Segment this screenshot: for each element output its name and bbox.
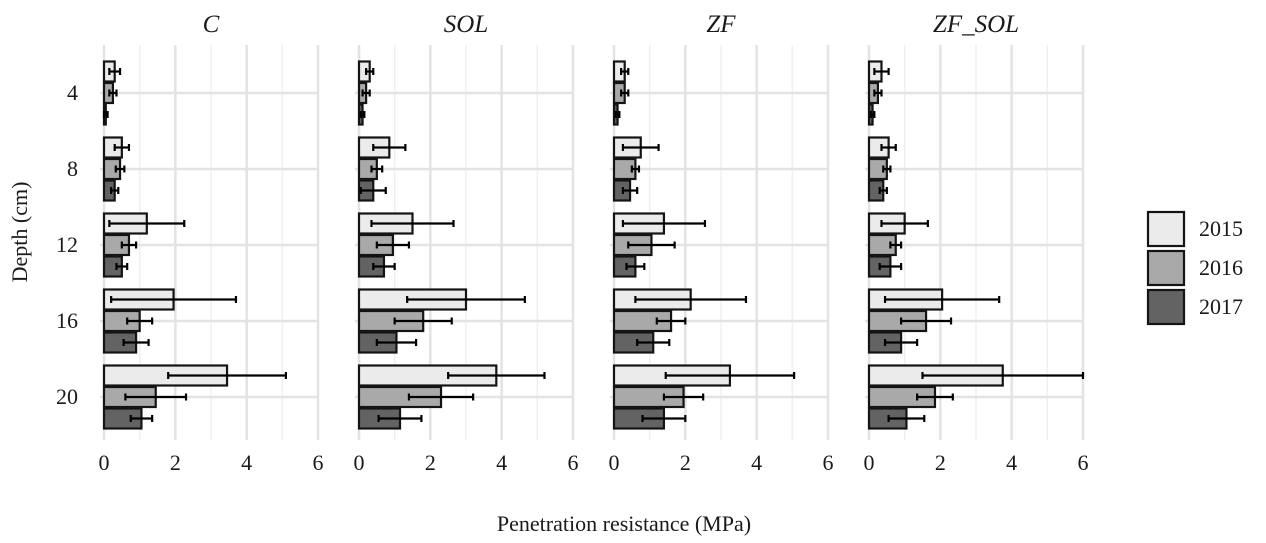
x-tick-label: 4 xyxy=(751,450,762,475)
y-tick-label: 20 xyxy=(56,384,78,409)
facet-panel: SOL 0 2 4 6 xyxy=(354,11,579,475)
legend-swatch xyxy=(1146,249,1186,287)
legend-swatch xyxy=(1146,210,1186,248)
x-tick-label: 2 xyxy=(425,450,436,475)
facet-panel: ZF 0 2 4 6 xyxy=(609,11,834,475)
x-tick-label: 4 xyxy=(496,450,507,475)
x-tick-label: 4 xyxy=(1006,450,1017,475)
facet-title: C xyxy=(203,11,220,38)
x-tick-label: 6 xyxy=(568,450,579,475)
x-tick-label: 6 xyxy=(313,450,324,475)
x-tick-label: 0 xyxy=(354,450,365,475)
facet-title: ZF xyxy=(706,11,736,38)
y-axis-title: Depth (cm) xyxy=(7,182,32,283)
x-tick-label: 0 xyxy=(864,450,875,475)
facet-panel: C 0 2 4 6 xyxy=(99,11,324,475)
x-axis-title: Penetration resistance (MPa) xyxy=(497,511,751,536)
facet-title: SOL xyxy=(444,11,488,38)
y-tick-label: 4 xyxy=(67,80,78,105)
x-tick-label: 2 xyxy=(935,450,946,475)
x-tick-label: 2 xyxy=(170,450,181,475)
x-tick-label: 6 xyxy=(1078,450,1089,475)
y-tick-label: 12 xyxy=(56,232,78,257)
facets: C 0 2 4 6 SOL 0 2 4 6 ZF 0 2 4 6 ZF_SOL 0 2 4 6 xyxy=(99,11,1089,475)
legend-label: 2015 xyxy=(1199,216,1243,241)
y-tick-label: 8 xyxy=(67,156,78,181)
legend: 2015 2016 2017 xyxy=(1146,210,1243,326)
x-tick-label: 6 xyxy=(823,450,834,475)
facet-panel: ZF_SOL 0 2 4 6 xyxy=(864,11,1089,475)
x-tick-label: 2 xyxy=(680,450,691,475)
legend-label: 2016 xyxy=(1199,255,1243,280)
facet-title: ZF_SOL xyxy=(933,11,1019,38)
legend-label: 2017 xyxy=(1199,294,1243,319)
x-tick-label: 0 xyxy=(609,450,620,475)
y-axis: 4 8 12 16 20 xyxy=(56,80,78,409)
x-tick-label: 0 xyxy=(99,450,110,475)
legend-swatch xyxy=(1146,288,1186,326)
x-tick-label: 4 xyxy=(241,450,252,475)
y-tick-label: 16 xyxy=(56,308,78,333)
